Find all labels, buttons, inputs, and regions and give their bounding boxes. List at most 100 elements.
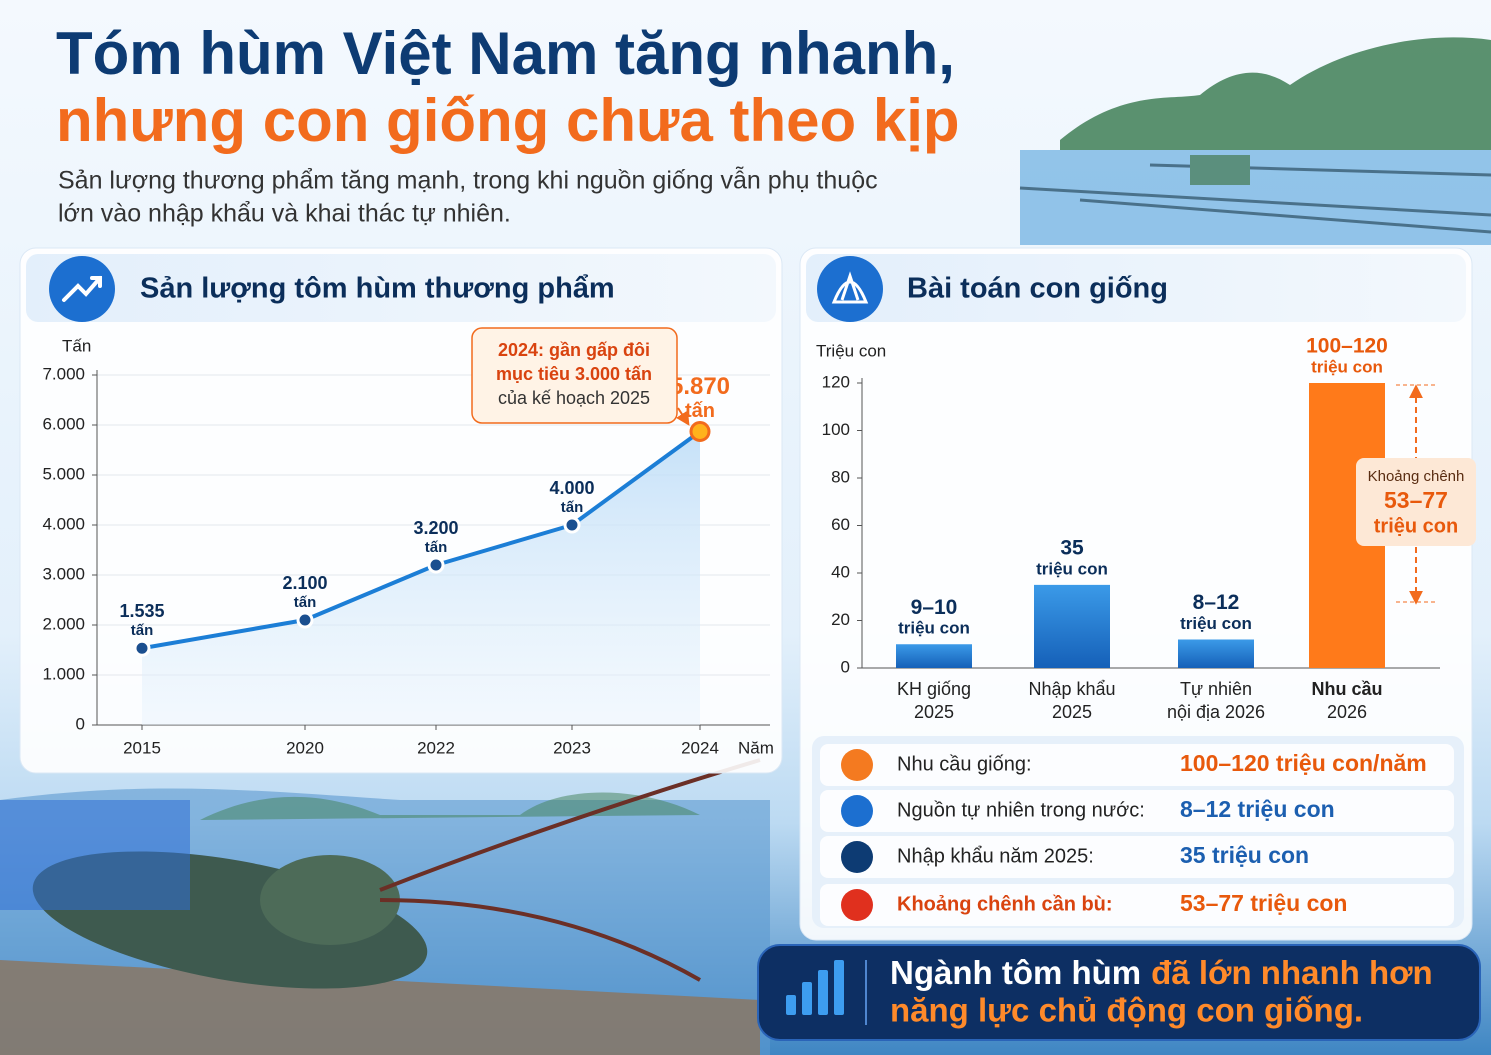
dock bbox=[0, 960, 760, 1055]
y-tick-label: 2.000 bbox=[42, 614, 85, 633]
value-label: 100–120 bbox=[1306, 335, 1388, 358]
value-label: 35 bbox=[1060, 536, 1084, 559]
subtitle-line: lớn vào nhập khẩu và khai thác tự nhiên. bbox=[58, 200, 511, 228]
x-tick-label: 2023 bbox=[553, 738, 591, 757]
footer-text: đã lớn nhanh hơn bbox=[1151, 954, 1433, 991]
x-tick-label: Nhu cầu bbox=[1311, 679, 1382, 699]
y-tick-label: 20 bbox=[831, 610, 850, 629]
sea bbox=[1020, 150, 1491, 245]
value-unit: tấn bbox=[685, 400, 715, 422]
point bbox=[563, 516, 581, 534]
annotation-line: 2024: gần gấp đôi bbox=[498, 340, 650, 360]
y-tick-label: 4.000 bbox=[42, 514, 85, 533]
row-icon bbox=[841, 889, 873, 921]
x-axis-label: Năm bbox=[738, 738, 774, 757]
panel-title: Sản lượng tôm hùm thương phẩm bbox=[140, 273, 615, 305]
footer-banner bbox=[757, 944, 1481, 1041]
summary-row bbox=[820, 836, 1454, 878]
footer-icon bbox=[786, 960, 844, 1015]
row-value: 35 triệu con bbox=[1180, 842, 1309, 868]
value-unit: tấn bbox=[294, 594, 317, 611]
y-tick-label: 60 bbox=[831, 515, 850, 534]
annotation-arrow bbox=[676, 407, 690, 426]
panel-icon bbox=[817, 256, 883, 322]
y-axis-label: Tấn bbox=[62, 336, 91, 355]
x-tick-label: nội địa 2026 bbox=[1167, 702, 1265, 722]
x-tick-label: Tự nhiên bbox=[1180, 679, 1252, 699]
hills bbox=[1060, 37, 1491, 150]
y-tick-label: 100 bbox=[822, 420, 850, 439]
island bbox=[200, 792, 700, 820]
subtitle-line: Sản lượng thương phẩm tăng mạnh, trong k… bbox=[58, 166, 878, 195]
x-tick-label: 2022 bbox=[417, 738, 455, 757]
value-unit: tấn bbox=[561, 499, 584, 516]
y-tick-label: 0 bbox=[76, 714, 85, 733]
y-tick-label: 7.000 bbox=[42, 364, 85, 383]
row-value: 53–77 triệu con bbox=[1180, 890, 1347, 916]
hut bbox=[1190, 155, 1250, 185]
annotation-line: của kế hoạch 2025 bbox=[498, 388, 650, 408]
x-tick-label: 2025 bbox=[1052, 702, 1092, 722]
basket bbox=[0, 800, 190, 910]
y-tick-label: 1.000 bbox=[42, 664, 85, 683]
value-label: 9–10 bbox=[911, 596, 958, 619]
gap-unit: triệu con bbox=[1374, 515, 1458, 537]
gap-box bbox=[1356, 458, 1476, 546]
panel-header bbox=[26, 254, 776, 322]
x-tick-label: Nhập khẩu bbox=[1028, 679, 1115, 699]
bar bbox=[1034, 584, 1110, 668]
value-unit: triệu con bbox=[1036, 559, 1108, 578]
value-unit: triệu con bbox=[1180, 614, 1252, 633]
row-label: Nguồn tự nhiên trong nước: bbox=[897, 799, 1145, 821]
value-unit: triệu con bbox=[898, 619, 970, 638]
footer-line: Ngành tôm hùm đã lớn nhanh hơn bbox=[890, 954, 1433, 991]
x-tick-label: 2020 bbox=[286, 738, 324, 757]
row-icon bbox=[841, 841, 873, 873]
annotation-box bbox=[471, 327, 678, 424]
panel-title: Bài toán con giống bbox=[907, 273, 1168, 305]
value-label: 8–12 bbox=[1193, 591, 1240, 614]
summary-row bbox=[820, 790, 1454, 832]
value-label: 5.870 bbox=[670, 373, 730, 400]
value-label: 4.000 bbox=[549, 478, 594, 498]
point bbox=[296, 611, 314, 629]
x-tick-label: 2025 bbox=[914, 702, 954, 722]
shell-icon bbox=[831, 271, 869, 304]
row-value: 8–12 triệu con bbox=[1180, 796, 1335, 822]
value-unit: triệu con bbox=[1311, 357, 1383, 376]
row-icon bbox=[841, 749, 873, 781]
footer-line: năng lực chủ động con giống. bbox=[890, 992, 1363, 1029]
point bbox=[689, 421, 711, 442]
point bbox=[427, 556, 445, 574]
title-line: nhưng con giống chưa theo kịp bbox=[56, 87, 960, 154]
row-label: Nhập khẩu năm 2025: bbox=[897, 845, 1094, 867]
bar bbox=[1178, 639, 1254, 668]
y-axis-label: Triệu con bbox=[816, 341, 886, 360]
row-label: Khoảng chênh cần bù: bbox=[897, 893, 1113, 915]
x-tick-label: 2026 bbox=[1327, 702, 1367, 722]
y-tick-label: 120 bbox=[822, 372, 850, 391]
summary-row bbox=[820, 744, 1454, 786]
x-tick-label: 2015 bbox=[123, 738, 161, 757]
summary: Nhu cầu giống: 100–120 triệu con/năm Nguồn… bbox=[820, 744, 1454, 926]
value-unit: tấn bbox=[131, 622, 154, 639]
value-label: 3.200 bbox=[413, 518, 458, 538]
point bbox=[133, 639, 151, 657]
gap-label: Khoảng chênh bbox=[1368, 468, 1465, 485]
gap-value: 53–77 bbox=[1384, 487, 1448, 513]
area bbox=[142, 431, 700, 725]
value-unit: tấn bbox=[425, 539, 448, 556]
summary-row bbox=[820, 884, 1454, 926]
y-tick-label: 3.000 bbox=[42, 564, 85, 583]
row-value: 100–120 triệu con/năm bbox=[1180, 750, 1427, 776]
x-tick-label: KH giống bbox=[897, 679, 971, 699]
y-tick-label: 6.000 bbox=[42, 414, 85, 433]
trend-icon bbox=[62, 276, 102, 302]
x-tick-label: 2024 bbox=[681, 738, 719, 757]
bar bbox=[896, 644, 972, 668]
panel-header bbox=[806, 254, 1466, 322]
footer-text: Ngành tôm hùm bbox=[890, 954, 1141, 991]
y-tick-label: 5.000 bbox=[42, 464, 85, 483]
